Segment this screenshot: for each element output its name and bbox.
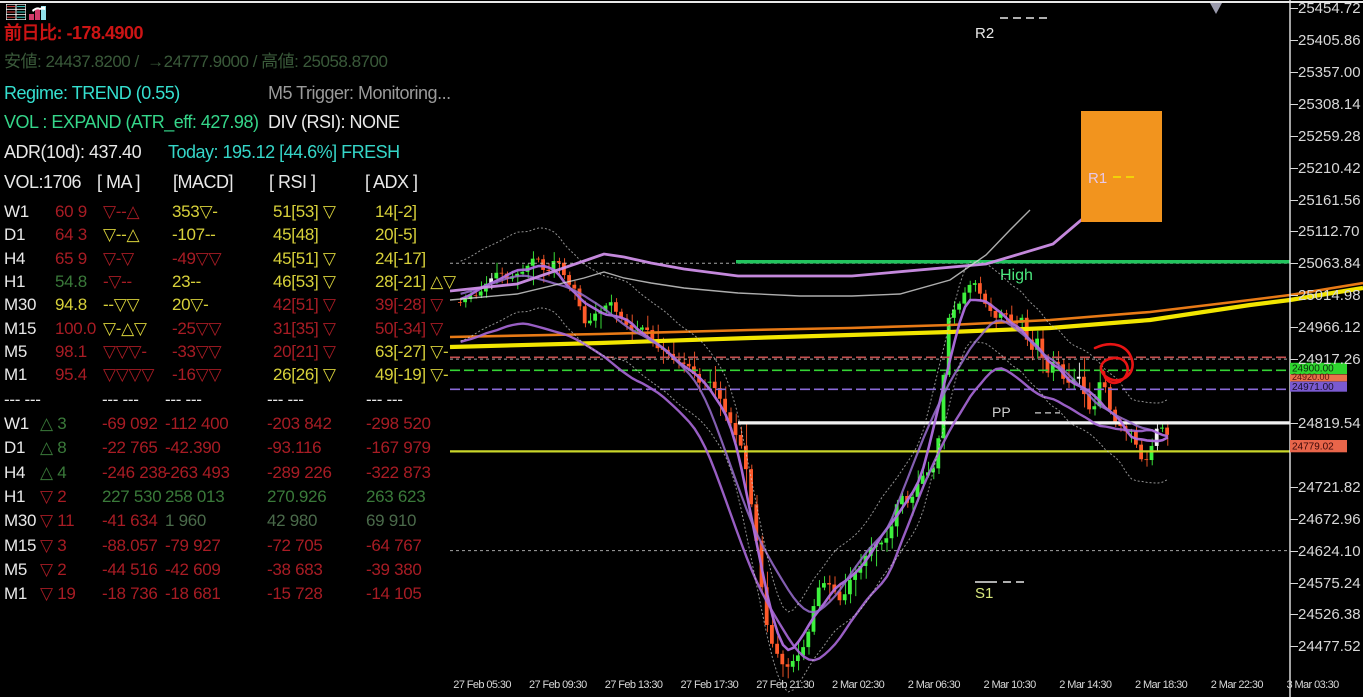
svg-text:S1: S1 — [975, 585, 993, 602]
svg-text:24920.00: 24920.00 — [1292, 372, 1330, 382]
svg-text:PP: PP — [992, 404, 1011, 420]
svg-text:High: High — [1000, 267, 1033, 284]
svg-text:24779.02: 24779.02 — [1292, 441, 1334, 452]
svg-text:R2: R2 — [975, 25, 994, 42]
svg-text:24971.00: 24971.00 — [1292, 382, 1334, 393]
svg-text:R1: R1 — [1088, 170, 1107, 187]
